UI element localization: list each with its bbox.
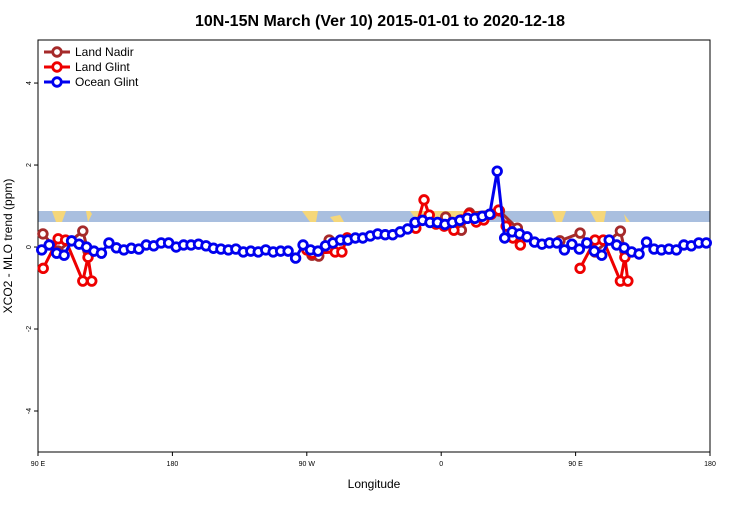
- legend-marker: [51, 61, 63, 73]
- y-tick-label: -2: [26, 326, 33, 332]
- x-tick-label: 180: [167, 461, 179, 468]
- data-point: [37, 228, 49, 240]
- data-point: [36, 244, 48, 256]
- x-axis-label: Longitude: [348, 477, 401, 491]
- y-tick-label: 0: [26, 245, 33, 249]
- data-point: [514, 239, 527, 251]
- legend-marker: [51, 46, 63, 58]
- x-tick-label: 90 W: [299, 461, 316, 468]
- data-point: [700, 237, 712, 249]
- data-point: [77, 275, 89, 287]
- data-point: [498, 232, 511, 244]
- data-point: [670, 244, 683, 256]
- land-band: [38, 211, 710, 222]
- data-point: [603, 234, 615, 246]
- data-point: [558, 244, 571, 256]
- data-point: [312, 245, 324, 257]
- data-point: [633, 248, 645, 260]
- data-point: [574, 262, 586, 275]
- data-point: [614, 225, 627, 237]
- data-point: [37, 262, 49, 275]
- data-point: [551, 237, 563, 249]
- data-point: [640, 236, 653, 248]
- x-tick-label: 180: [704, 461, 716, 468]
- data-point: [336, 246, 348, 258]
- data-point: [521, 231, 533, 243]
- land-shape: [330, 215, 344, 222]
- y-tick-label: -4: [26, 408, 33, 414]
- legend-marker: [51, 76, 63, 88]
- data-point: [573, 243, 586, 255]
- x-tick-label: 90 E: [31, 461, 46, 468]
- x-tick-label: 90 E: [568, 461, 583, 468]
- legend-label: Land Glint: [75, 60, 130, 74]
- y-tick-label: 4: [26, 81, 33, 85]
- y-tick-label: 2: [26, 163, 33, 167]
- land-shape: [52, 211, 66, 222]
- data-point: [77, 225, 89, 237]
- land-shape: [552, 211, 566, 222]
- data-point: [43, 239, 55, 251]
- data-point: [297, 239, 309, 251]
- land-shape: [86, 211, 92, 222]
- data-point: [574, 227, 586, 239]
- data-point: [484, 208, 496, 220]
- data-point: [418, 194, 430, 206]
- legend-label: Ocean Glint: [75, 75, 139, 89]
- chart-title: 10N-15N March (Ver 10) 2015-01-01 to 202…: [195, 13, 565, 30]
- data-point: [566, 238, 578, 250]
- land-shape: [624, 214, 630, 222]
- data-point: [58, 249, 70, 261]
- y-axis-label: XCO2 - MLO trend (ppm): [1, 179, 15, 314]
- land-shape: [590, 211, 606, 222]
- data-point: [86, 275, 98, 287]
- data-point: [95, 247, 108, 259]
- data-point: [491, 165, 503, 177]
- data-point: [401, 223, 414, 235]
- data-point: [103, 237, 115, 249]
- data-point: [289, 252, 302, 264]
- legend-label: Land Nadir: [75, 45, 134, 59]
- data-point: [282, 245, 294, 257]
- data-point: [596, 249, 608, 261]
- land-shape: [302, 211, 318, 222]
- data-point: [581, 237, 593, 249]
- x-tick-label: 0: [439, 461, 443, 468]
- data-point: [622, 275, 634, 287]
- land-band-strip: [38, 211, 710, 222]
